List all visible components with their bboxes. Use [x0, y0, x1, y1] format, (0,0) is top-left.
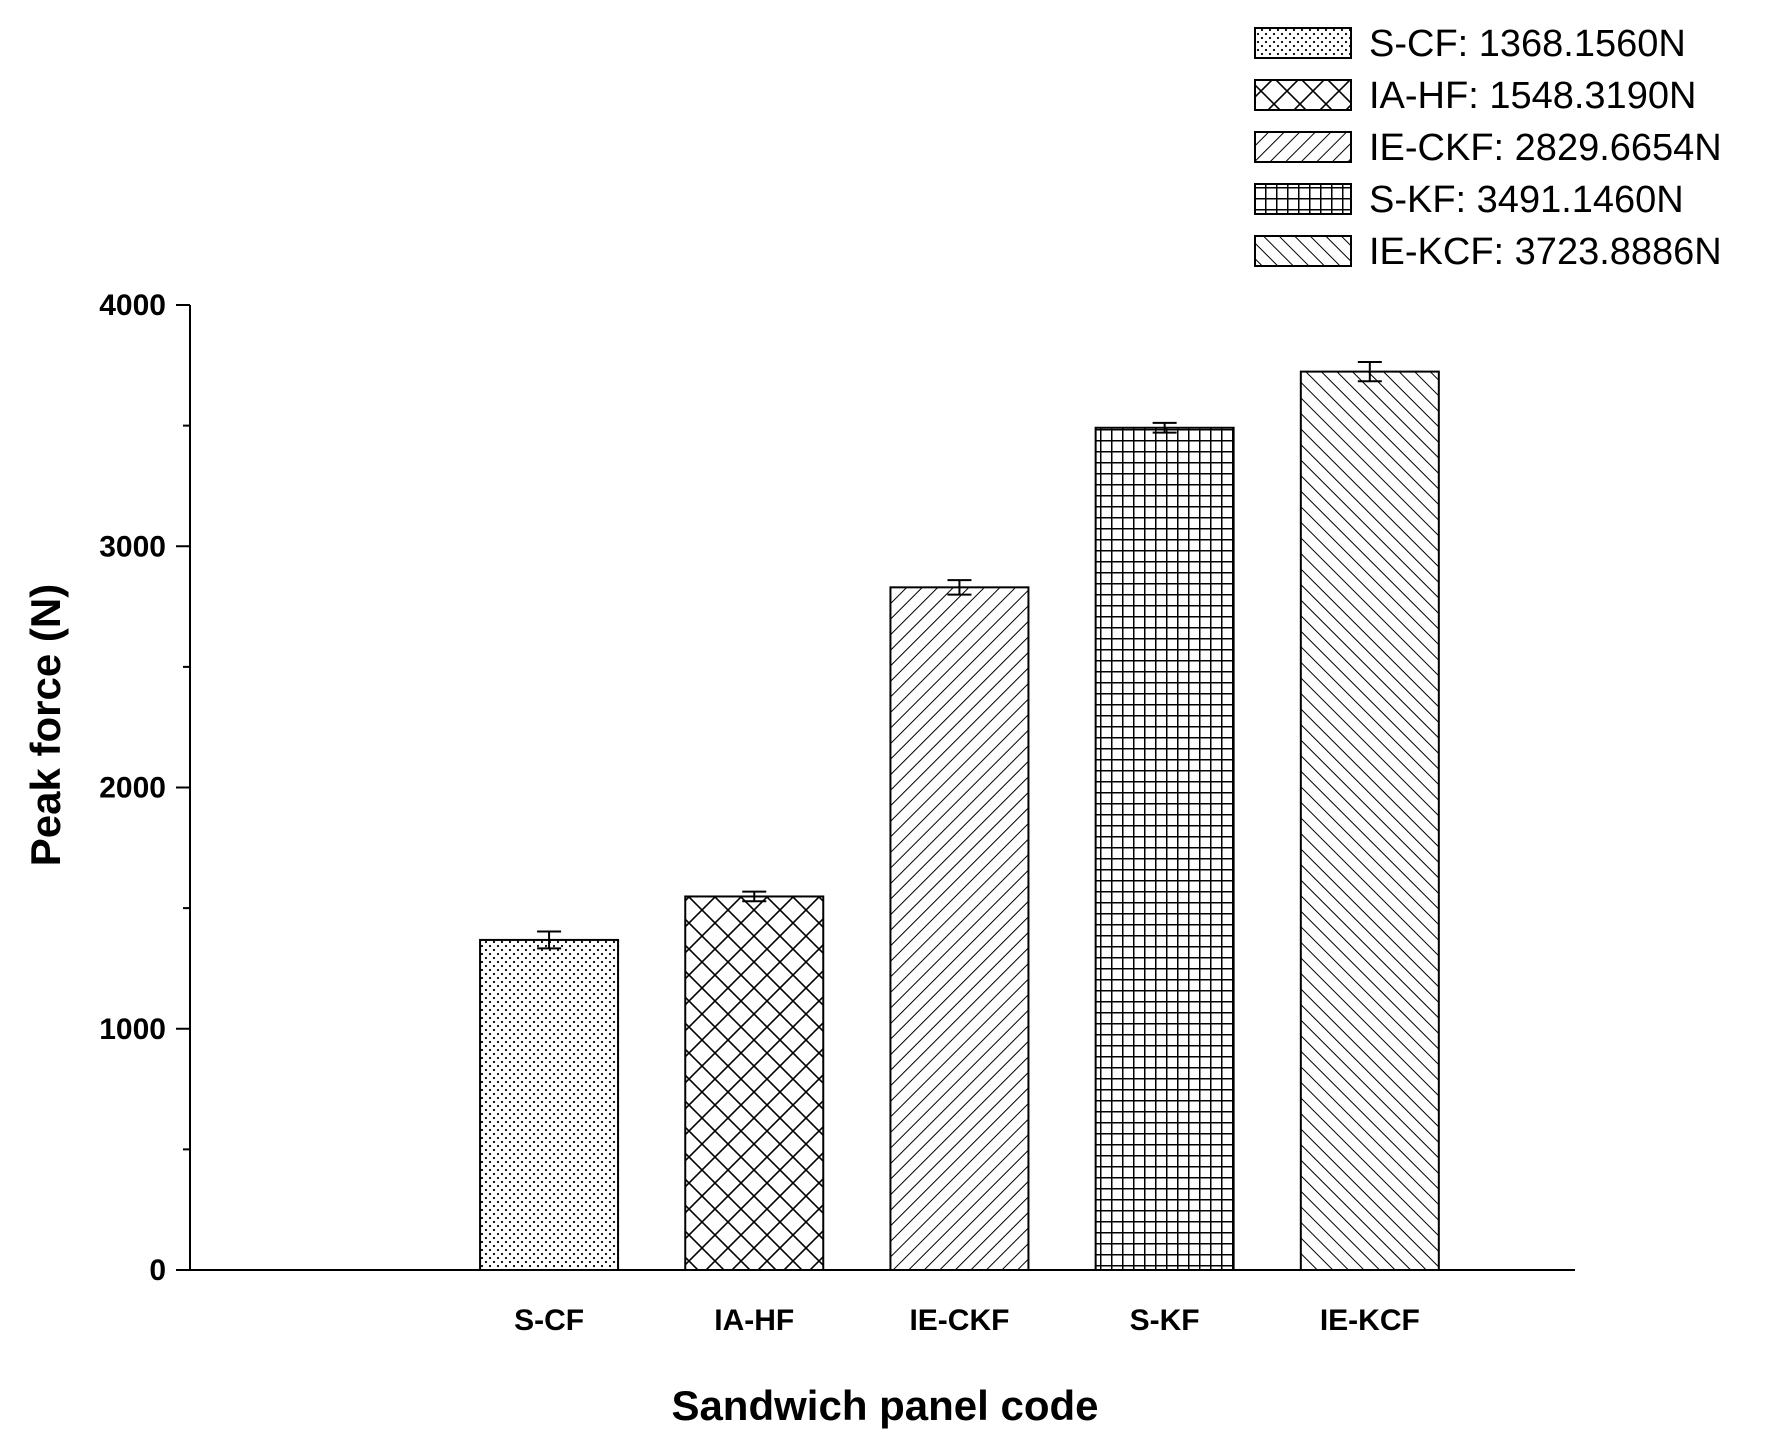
legend-label: IA-HF: 1548.3190N	[1369, 75, 1696, 117]
bar-ie-kcf	[1299, 370, 1440, 1271]
legend-swatch	[1254, 131, 1352, 163]
y-axis-title: Peak force (N)	[22, 584, 69, 866]
legend: S-CF: 1368.1560N IA-HF: 1548.3190N IE-CKF:…	[1254, 23, 1722, 273]
bar-ie-ckf	[889, 586, 1030, 1271]
legend-swatch	[1254, 235, 1352, 267]
axes: 0 1000 2000 3000 4000	[99, 289, 1575, 1287]
x-tick-label: IE-CKF	[909, 1304, 1009, 1337]
x-axis-title: Sandwich panel code	[671, 1382, 1098, 1429]
legend-label: IE-CKF: 2829.6654N	[1369, 127, 1722, 169]
legend-label: S-CF: 1368.1560N	[1369, 23, 1686, 65]
x-tick-label: S-KF	[1130, 1304, 1200, 1337]
y-tick-label: 1000	[99, 1013, 166, 1046]
legend-swatch	[1254, 27, 1352, 59]
bar-s-kf	[1094, 426, 1235, 1271]
x-tick-label: S-CF	[514, 1304, 584, 1337]
legend-label: IE-KCF: 3723.8886N	[1369, 231, 1722, 273]
legend-swatch	[1254, 79, 1352, 111]
bar-s-cf	[479, 938, 620, 1271]
legend-swatch	[1254, 183, 1352, 215]
bar-ia-hf	[684, 895, 825, 1271]
y-tick-label: 0	[149, 1254, 166, 1287]
y-tick-label: 2000	[99, 772, 166, 805]
bars: S-CF IA-HF IE-CKF S-KF IE-KCF	[479, 360, 1440, 1337]
y-tick-label: 4000	[99, 289, 166, 322]
x-tick-label: IE-KCF	[1320, 1304, 1420, 1337]
x-tick-label: IA-HF	[714, 1304, 794, 1337]
legend-label: S-KF: 3491.1460N	[1369, 179, 1684, 221]
y-tick-label: 3000	[99, 530, 166, 563]
